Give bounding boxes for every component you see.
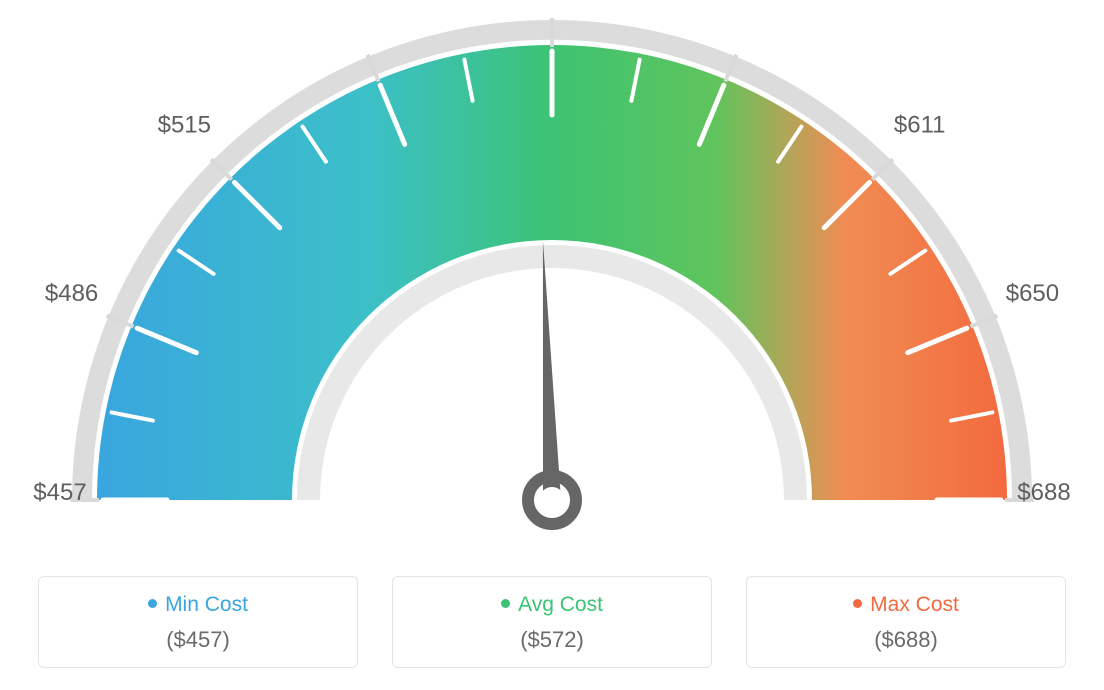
legend-title-min: Min Cost — [49, 593, 347, 617]
legend-row: Min Cost ($457) Avg Cost ($572) Max Cost… — [0, 576, 1104, 668]
gauge-tick-label: $486 — [45, 280, 98, 307]
gauge-needle-hub-inner — [539, 487, 565, 513]
legend-label-avg: Avg Cost — [518, 593, 603, 616]
legend-box-min: Min Cost ($457) — [38, 576, 358, 668]
gauge-chart: $457$486$515$572$611$650$688 — [0, 0, 1104, 560]
gauge-needle — [543, 240, 561, 500]
legend-dot-max — [853, 599, 862, 608]
gauge-tick-label: $611 — [894, 111, 946, 138]
legend-dot-avg — [501, 599, 510, 608]
gauge-tick-label: $688 — [1017, 479, 1070, 506]
gauge-tick-label: $457 — [33, 479, 86, 506]
legend-title-avg: Avg Cost — [403, 593, 701, 617]
legend-value-avg: ($572) — [403, 627, 701, 653]
legend-dot-min — [148, 599, 157, 608]
legend-box-avg: Avg Cost ($572) — [392, 576, 712, 668]
legend-label-max: Max Cost — [870, 593, 959, 616]
legend-box-max: Max Cost ($688) — [746, 576, 1066, 668]
legend-title-max: Max Cost — [757, 593, 1055, 617]
gauge-svg: $457$486$515$572$611$650$688 — [0, 0, 1104, 560]
gauge-tick-label: $515 — [158, 111, 211, 138]
gauge-tick-label: $650 — [1006, 280, 1059, 307]
legend-label-min: Min Cost — [165, 593, 248, 616]
legend-value-min: ($457) — [49, 627, 347, 653]
legend-value-max: ($688) — [757, 627, 1055, 653]
